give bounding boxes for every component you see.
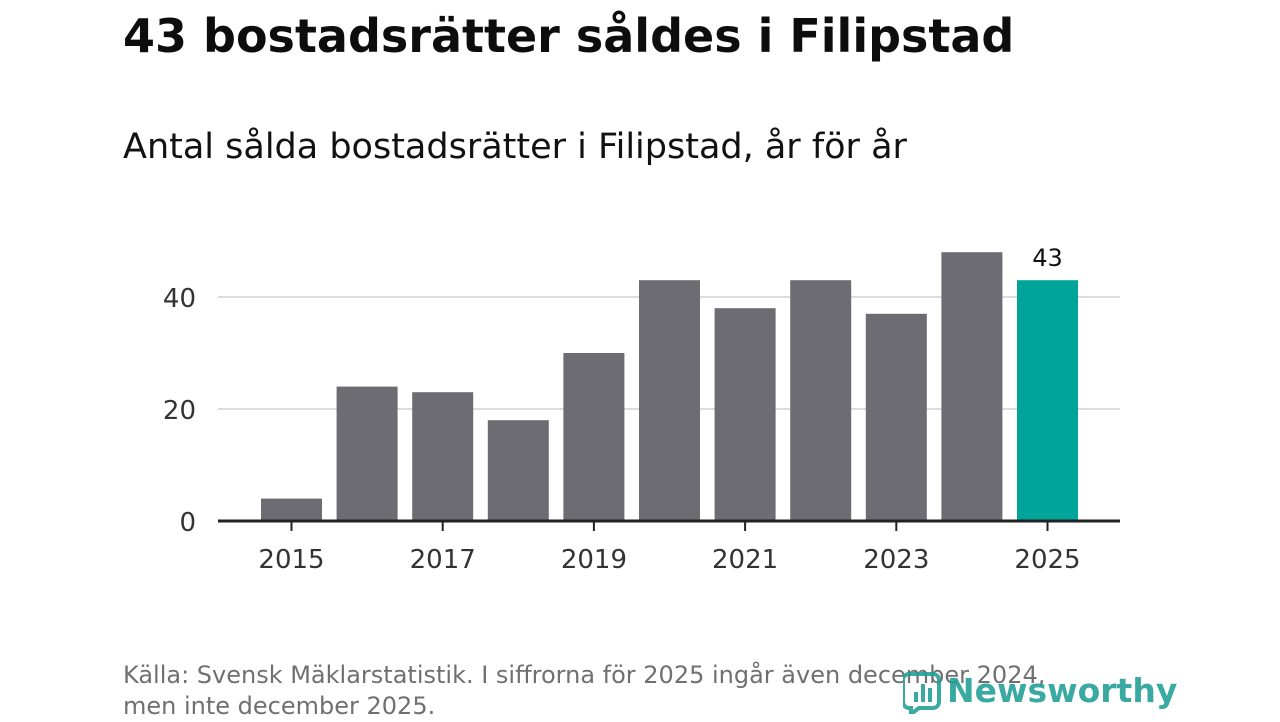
bar-2017 bbox=[412, 392, 474, 521]
source-note: Källa: Svensk Mäklarstatistik. I siffror… bbox=[123, 660, 1123, 722]
bar-2025 bbox=[1017, 280, 1078, 521]
x-tick-label-2019: 2019 bbox=[561, 545, 627, 575]
source-line-2: men inte december 2025. bbox=[123, 692, 436, 720]
bar-chart-logo-icon bbox=[903, 668, 943, 714]
bar-2023 bbox=[865, 313, 927, 521]
bar-2018 bbox=[487, 420, 549, 521]
y-tick-label-20: 20 bbox=[163, 396, 196, 426]
bar-2021 bbox=[714, 308, 776, 521]
x-axis bbox=[218, 519, 1120, 531]
x-tick-label-2015: 2015 bbox=[258, 545, 324, 575]
x-tick-label-2021: 2021 bbox=[712, 545, 778, 575]
y-tick-label-0: 0 bbox=[179, 508, 196, 538]
brand-name: Newsworthy bbox=[947, 671, 1178, 710]
y-tick-label-40: 40 bbox=[163, 284, 196, 314]
bar-2015 bbox=[261, 498, 322, 521]
chart-title: 43 bostadsrätter såldes i Filipstad bbox=[123, 9, 1015, 63]
x-tick-label-2023: 2023 bbox=[863, 545, 929, 575]
labels: 0 20 40 2015 2017 2019 2021 2023 2025 43 bbox=[163, 244, 1081, 575]
newsworthy-logo: Newsworthy bbox=[903, 668, 1177, 714]
x-tick-label-2025: 2025 bbox=[1014, 545, 1080, 575]
data-label-2025: 43 bbox=[1032, 244, 1063, 272]
chart-subtitle: Antal sålda bostadsrätter i Filipstad, å… bbox=[123, 127, 907, 167]
bar-2024 bbox=[941, 252, 1003, 521]
x-tick-label-2017: 2017 bbox=[410, 545, 476, 575]
bar-2022 bbox=[790, 280, 852, 521]
bars bbox=[261, 252, 1078, 521]
bar-2016 bbox=[336, 386, 398, 521]
source-line-1: Källa: Svensk Mäklarstatistik. I siffror… bbox=[123, 661, 1046, 689]
bar-2020 bbox=[639, 280, 700, 521]
bar-2019 bbox=[563, 353, 625, 521]
